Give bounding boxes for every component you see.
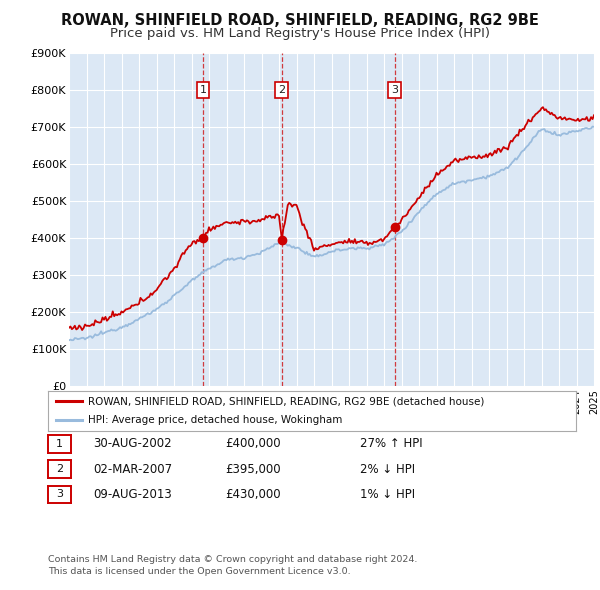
Text: ROWAN, SHINFIELD ROAD, SHINFIELD, READING, RG2 9BE (detached house): ROWAN, SHINFIELD ROAD, SHINFIELD, READIN… [88,397,484,407]
Text: 2% ↓ HPI: 2% ↓ HPI [360,463,415,476]
Text: 02-MAR-2007: 02-MAR-2007 [93,463,172,476]
Text: 27% ↑ HPI: 27% ↑ HPI [360,437,422,450]
Text: 2: 2 [56,464,63,474]
Text: £400,000: £400,000 [225,437,281,450]
Text: 1: 1 [56,439,63,448]
Text: 1: 1 [200,85,206,95]
Text: 30-AUG-2002: 30-AUG-2002 [93,437,172,450]
Text: 3: 3 [391,85,398,95]
Text: 2: 2 [278,85,286,95]
Text: ROWAN, SHINFIELD ROAD, SHINFIELD, READING, RG2 9BE: ROWAN, SHINFIELD ROAD, SHINFIELD, READIN… [61,13,539,28]
Text: HPI: Average price, detached house, Wokingham: HPI: Average price, detached house, Woki… [88,415,342,425]
Text: Price paid vs. HM Land Registry's House Price Index (HPI): Price paid vs. HM Land Registry's House … [110,27,490,40]
Text: 1% ↓ HPI: 1% ↓ HPI [360,488,415,501]
Text: £395,000: £395,000 [225,463,281,476]
Text: £430,000: £430,000 [225,488,281,501]
Text: 09-AUG-2013: 09-AUG-2013 [93,488,172,501]
Text: 3: 3 [56,490,63,499]
Text: Contains HM Land Registry data © Crown copyright and database right 2024.
This d: Contains HM Land Registry data © Crown c… [48,555,418,576]
